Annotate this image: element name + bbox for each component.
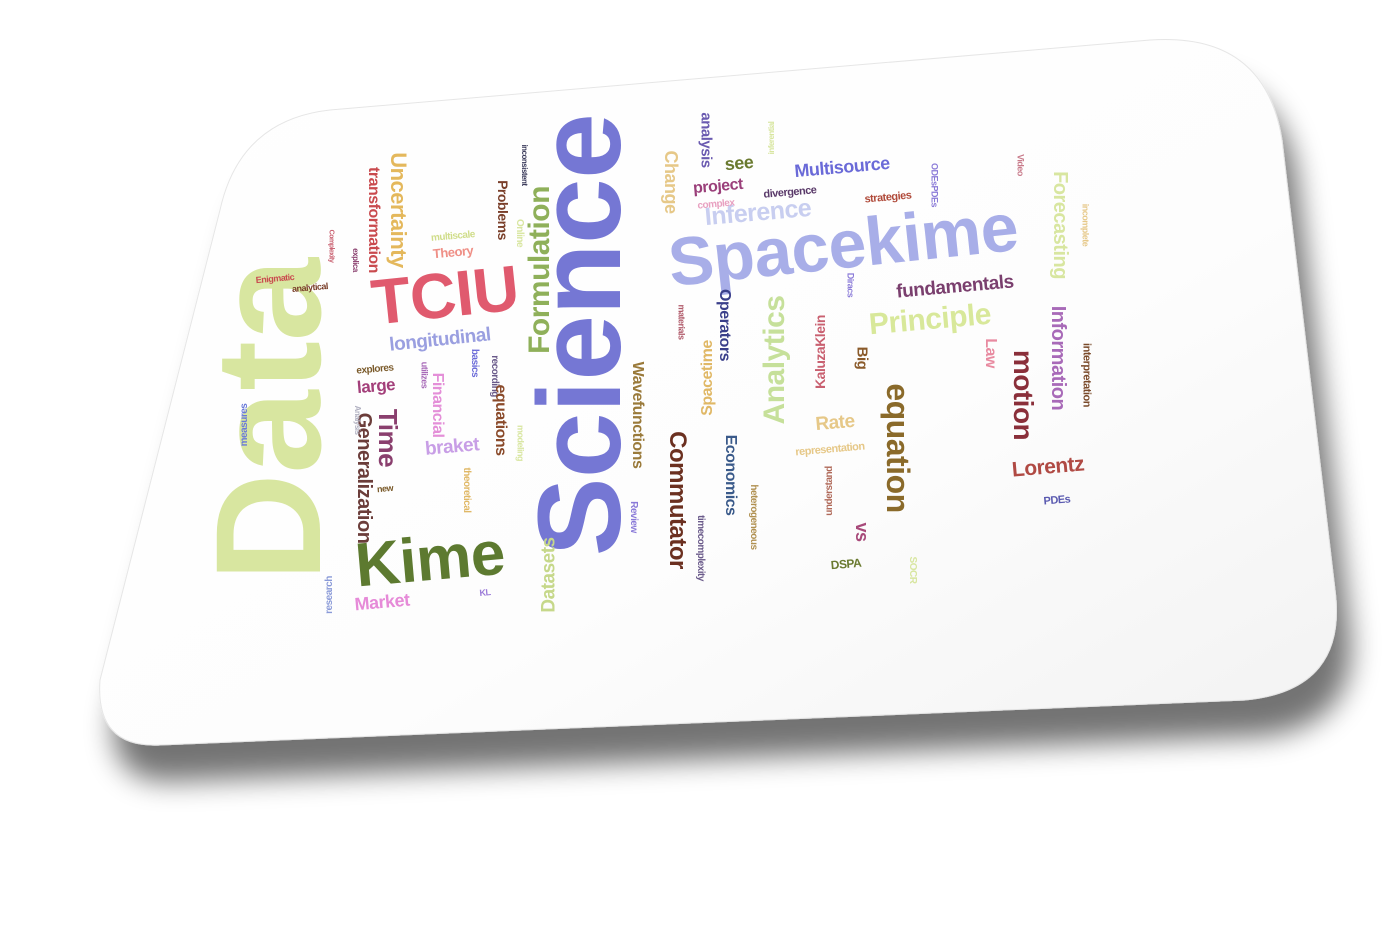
word-project: project xyxy=(692,175,744,198)
word-analysis: analysis xyxy=(697,112,715,168)
word-kaluzaklein: KaluzaKlein xyxy=(812,315,828,389)
word-research: research xyxy=(324,576,335,614)
word-uncertainty: Uncertainty xyxy=(386,152,411,268)
word-equations: equations xyxy=(492,384,509,456)
word-complexity: Complexity xyxy=(327,229,335,263)
card-shape xyxy=(99,38,1337,746)
word-law: Law xyxy=(982,338,999,368)
word-theoretical: theoretical xyxy=(461,467,472,513)
word-big: Big xyxy=(853,346,871,370)
word-see: see xyxy=(723,151,755,175)
word-large: large xyxy=(356,374,396,398)
word-problems: Problems xyxy=(495,180,511,240)
word-forecasting: Forecasting xyxy=(1049,171,1071,279)
word-modeling: modeling xyxy=(515,425,526,461)
word-transformation: transformation xyxy=(365,167,382,273)
word-formulation: Formulation xyxy=(523,186,556,354)
word-theory: Theory xyxy=(432,242,474,262)
word-lorentz: Lorentz xyxy=(1010,452,1086,482)
word-utilizes: utilizes xyxy=(419,361,430,389)
word-fundamentals: fundamentals xyxy=(895,271,1015,303)
word-datasets: Datasets xyxy=(538,537,560,613)
word-basics: basics xyxy=(469,348,480,378)
word-dspa: DSPA xyxy=(830,555,862,573)
word-multiscale: multiscale xyxy=(430,229,476,244)
word-socr: SOCR xyxy=(907,556,918,584)
word-materials: materials xyxy=(676,304,687,340)
word-rate: Rate xyxy=(814,410,856,436)
word-interpretation: interpretation xyxy=(1080,343,1093,407)
word-video: Video xyxy=(1015,154,1026,176)
word-principle: Principle xyxy=(867,297,993,342)
word-operators: Operators xyxy=(716,289,733,361)
word-data: Data xyxy=(184,258,352,582)
word-time: Time xyxy=(373,408,403,468)
word-heterogeneous: heterogeneous xyxy=(748,484,759,550)
word-explica: explica xyxy=(351,248,360,272)
word-vs: vs xyxy=(852,522,872,542)
word-inconsistent: inconsistent xyxy=(520,144,529,186)
word-analytics: Analytics xyxy=(758,295,791,425)
word-understand: understand xyxy=(824,466,835,516)
word-review: Review xyxy=(628,501,639,533)
word-wavefunctions: Wavefunctions xyxy=(629,361,646,469)
word-incomplete: incomplete xyxy=(1080,203,1091,247)
word-pdes: PDEs xyxy=(1043,493,1071,508)
word-market: Market xyxy=(353,589,411,615)
word-equation: equation xyxy=(880,383,916,513)
word-financial: Financial xyxy=(429,372,446,438)
word-new: new xyxy=(376,482,394,495)
word-timecomplexity: timecomplexity xyxy=(695,515,706,581)
word-spacetime: Spacetime xyxy=(699,340,716,416)
word-economics: Economics xyxy=(722,434,739,516)
word-odespdes: ODEsPDEs xyxy=(929,162,940,208)
word-information: Information xyxy=(1047,305,1069,411)
word-kl: KL xyxy=(479,587,491,598)
word-inferential: inferential xyxy=(767,121,776,155)
word-commutator: Commutator xyxy=(664,431,691,569)
word-change: Change xyxy=(661,150,681,214)
word-multisource: Multisource xyxy=(793,152,891,182)
word-kime: Kime xyxy=(352,518,508,601)
word-motion: motion xyxy=(1008,349,1039,441)
word-representation: representation xyxy=(794,440,866,459)
word-measures: measures xyxy=(239,403,250,447)
word-online: Online xyxy=(514,218,525,248)
word-diracs: Diracs xyxy=(845,272,856,298)
word-braket: braket xyxy=(424,434,480,460)
word-analysis: Analysis xyxy=(353,405,362,435)
